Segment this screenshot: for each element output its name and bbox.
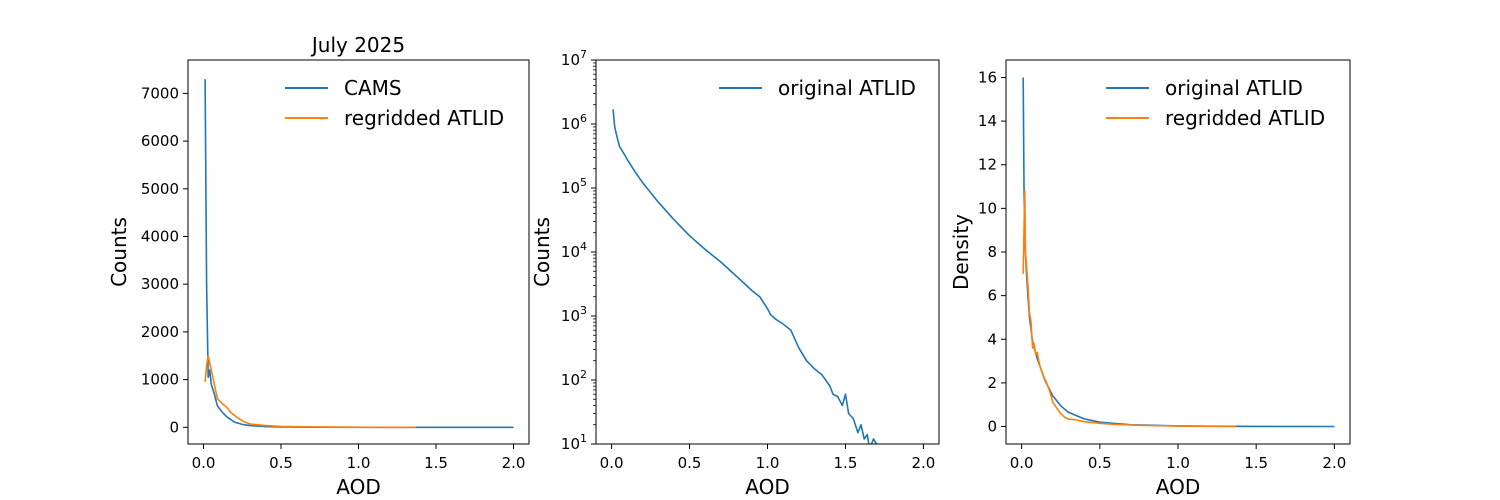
x-tick-label: 1.0 bbox=[1166, 454, 1190, 472]
y-tick-label: 102 bbox=[561, 368, 587, 389]
legend-label: regridded ATLID bbox=[344, 106, 504, 130]
y-tick-label: 6000 bbox=[141, 132, 179, 150]
chart-panel-1: 0.0 0.5 1.0 1.5 2.0 0 1000 2000 3000 4000 5000 6000… bbox=[107, 33, 530, 499]
y-tick-label: 105 bbox=[561, 176, 587, 197]
x-tick-label: 2.0 bbox=[1322, 454, 1346, 472]
x-tick-label: 1.0 bbox=[347, 454, 371, 472]
x-axis-label: AOD bbox=[1156, 475, 1200, 499]
y-tick-label: 2 bbox=[987, 374, 997, 392]
y-tick-label: 4000 bbox=[141, 227, 179, 245]
y-tick-label: 1000 bbox=[141, 371, 179, 389]
legend: original ATLID regridded ATLID bbox=[1106, 76, 1325, 130]
series-line-1 bbox=[204, 79, 514, 429]
y-axis-label: Counts bbox=[107, 217, 131, 287]
y-tick-label: 16 bbox=[978, 68, 997, 86]
y-tick-label: 101 bbox=[561, 432, 587, 453]
x-tick-label: 2.0 bbox=[502, 454, 526, 472]
y-tick-label: 3000 bbox=[141, 275, 179, 293]
legend-label: original ATLID bbox=[778, 76, 916, 100]
y-axis-label: Counts bbox=[530, 217, 554, 287]
chart-panel-2: 0.0 0.5 1.0 1.5 2.0 101 102 103 104 105 106 107 AOD C… bbox=[530, 48, 940, 499]
y-tick-label: 5000 bbox=[141, 180, 179, 198]
x-tick-label: 0.0 bbox=[192, 454, 216, 472]
legend-label: CAMS bbox=[344, 76, 402, 100]
y-axis-label: Density bbox=[949, 214, 973, 290]
x-axis-label: AOD bbox=[336, 475, 380, 499]
x-tick-label: 0.0 bbox=[1010, 454, 1034, 472]
x-tick-label: 1.5 bbox=[424, 454, 448, 472]
y-tick-label: 10 bbox=[978, 199, 997, 217]
x-tick-label: 0.0 bbox=[600, 454, 624, 472]
y-tick-label: 0 bbox=[987, 418, 997, 436]
legend-label: original ATLID bbox=[1165, 76, 1303, 100]
y-tick-label: 0 bbox=[169, 418, 179, 436]
axes-frame bbox=[595, 59, 940, 445]
x-tick-label: 2.0 bbox=[911, 454, 935, 472]
y-tick-label: 14 bbox=[978, 112, 997, 130]
series-line-2 bbox=[204, 354, 416, 429]
y-tick-label: 2000 bbox=[141, 323, 179, 341]
y-tick-label: 7000 bbox=[141, 84, 179, 102]
legend-label: regridded ATLID bbox=[1165, 106, 1325, 130]
chart-panel-3: 0.0 0.5 1.0 1.5 2.0 0 2 4 6 8 10 12 14 16 AOD Density or… bbox=[949, 59, 1351, 499]
x-axis-label: AOD bbox=[745, 475, 789, 499]
y-tick-label: 8 bbox=[987, 243, 997, 261]
y-tick-label: 6 bbox=[987, 287, 997, 305]
series-line-2 bbox=[1022, 190, 1236, 428]
legend: CAMS regridded ATLID bbox=[285, 76, 504, 130]
series-line-1 bbox=[612, 109, 878, 444]
y-tick-label: 106 bbox=[561, 112, 587, 133]
x-tick-label: 1.0 bbox=[756, 454, 780, 472]
y-tick-label: 12 bbox=[978, 156, 997, 174]
x-tick-label: 0.5 bbox=[1088, 454, 1112, 472]
legend: original ATLID bbox=[719, 76, 916, 100]
x-tick-label: 0.5 bbox=[678, 454, 702, 472]
y-tick-label: 107 bbox=[561, 48, 587, 69]
y-tick-label: 103 bbox=[561, 304, 587, 325]
chart-title: July 2025 bbox=[310, 33, 405, 57]
x-tick-label: 0.5 bbox=[269, 454, 293, 472]
x-tick-label: 1.5 bbox=[1244, 454, 1268, 472]
y-tick-label: 104 bbox=[561, 240, 587, 261]
y-tick-label: 4 bbox=[987, 330, 997, 348]
x-tick-label: 1.5 bbox=[834, 454, 858, 472]
